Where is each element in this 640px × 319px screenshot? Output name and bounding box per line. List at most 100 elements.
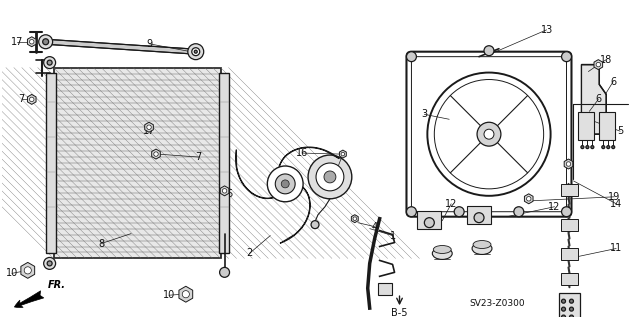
Circle shape: [275, 174, 295, 194]
Bar: [561, 219, 579, 231]
Circle shape: [195, 50, 197, 53]
Text: 9: 9: [146, 39, 152, 49]
Bar: [54, 68, 221, 258]
Bar: [54, 68, 221, 258]
Bar: [561, 249, 579, 260]
Bar: [54, 68, 221, 258]
Polygon shape: [145, 122, 154, 132]
Polygon shape: [279, 147, 339, 176]
Bar: [54, 68, 221, 258]
Bar: [54, 68, 221, 258]
Text: SV23-Z0300: SV23-Z0300: [469, 299, 525, 308]
Text: 16: 16: [296, 148, 308, 158]
Circle shape: [612, 145, 614, 149]
Circle shape: [484, 46, 494, 56]
Circle shape: [43, 39, 49, 45]
Text: 10: 10: [6, 268, 18, 278]
Bar: [54, 68, 221, 258]
Bar: [54, 68, 221, 258]
Polygon shape: [339, 150, 346, 158]
Polygon shape: [351, 215, 358, 223]
Circle shape: [29, 97, 34, 102]
Circle shape: [147, 125, 151, 130]
Bar: [54, 68, 221, 258]
Circle shape: [324, 171, 336, 183]
Bar: [54, 68, 221, 258]
Text: 10: 10: [163, 290, 175, 300]
Circle shape: [24, 267, 31, 274]
Bar: [54, 68, 221, 258]
Ellipse shape: [472, 242, 492, 255]
Circle shape: [220, 267, 230, 277]
Circle shape: [561, 307, 566, 311]
Bar: [54, 68, 221, 258]
Bar: [45, 72, 56, 254]
Bar: [54, 68, 221, 258]
Circle shape: [586, 145, 589, 149]
Circle shape: [514, 207, 524, 217]
Bar: [378, 283, 392, 295]
Polygon shape: [220, 186, 229, 196]
Bar: [579, 112, 595, 140]
Text: 4: 4: [372, 222, 378, 232]
Bar: [54, 68, 221, 258]
Circle shape: [188, 44, 204, 60]
Bar: [54, 68, 221, 258]
Ellipse shape: [433, 246, 451, 254]
Circle shape: [561, 299, 566, 303]
Circle shape: [527, 197, 531, 201]
Circle shape: [192, 48, 200, 56]
Text: 17: 17: [11, 37, 23, 47]
Circle shape: [454, 207, 464, 217]
Bar: [54, 68, 221, 258]
Bar: [54, 68, 221, 258]
Text: 19: 19: [608, 192, 620, 202]
Circle shape: [38, 35, 52, 49]
FancyBboxPatch shape: [406, 52, 572, 217]
Ellipse shape: [473, 241, 491, 249]
Bar: [54, 68, 221, 258]
Bar: [54, 68, 221, 258]
Polygon shape: [152, 149, 160, 159]
Bar: [54, 68, 221, 258]
Text: 14: 14: [610, 199, 622, 209]
Polygon shape: [28, 94, 36, 104]
Circle shape: [406, 207, 417, 217]
Text: 17: 17: [143, 126, 156, 136]
Circle shape: [222, 189, 227, 193]
Bar: [559, 293, 580, 319]
Bar: [54, 68, 221, 258]
Circle shape: [406, 52, 417, 62]
Circle shape: [474, 213, 484, 223]
Polygon shape: [45, 39, 196, 54]
Ellipse shape: [432, 248, 452, 259]
Circle shape: [561, 315, 566, 319]
Circle shape: [311, 221, 319, 229]
Text: 12: 12: [445, 199, 458, 209]
Bar: [54, 68, 221, 258]
Circle shape: [428, 72, 550, 196]
Bar: [54, 68, 221, 258]
Polygon shape: [594, 60, 603, 70]
Circle shape: [268, 166, 303, 202]
Polygon shape: [236, 150, 281, 198]
Text: B-5: B-5: [391, 308, 408, 318]
Text: 11: 11: [610, 243, 622, 254]
Bar: [54, 68, 221, 258]
Circle shape: [44, 257, 56, 269]
Polygon shape: [581, 65, 606, 134]
Circle shape: [435, 79, 543, 189]
Bar: [54, 68, 221, 258]
Circle shape: [341, 152, 345, 156]
Polygon shape: [28, 37, 36, 47]
Text: 1: 1: [390, 231, 396, 241]
Circle shape: [47, 261, 52, 266]
Text: 7: 7: [196, 152, 202, 162]
Text: 2: 2: [246, 249, 253, 258]
Polygon shape: [564, 159, 573, 169]
Polygon shape: [21, 263, 35, 278]
Text: FR.: FR.: [47, 280, 66, 290]
Bar: [467, 206, 491, 224]
Circle shape: [596, 63, 600, 67]
Circle shape: [602, 145, 605, 149]
